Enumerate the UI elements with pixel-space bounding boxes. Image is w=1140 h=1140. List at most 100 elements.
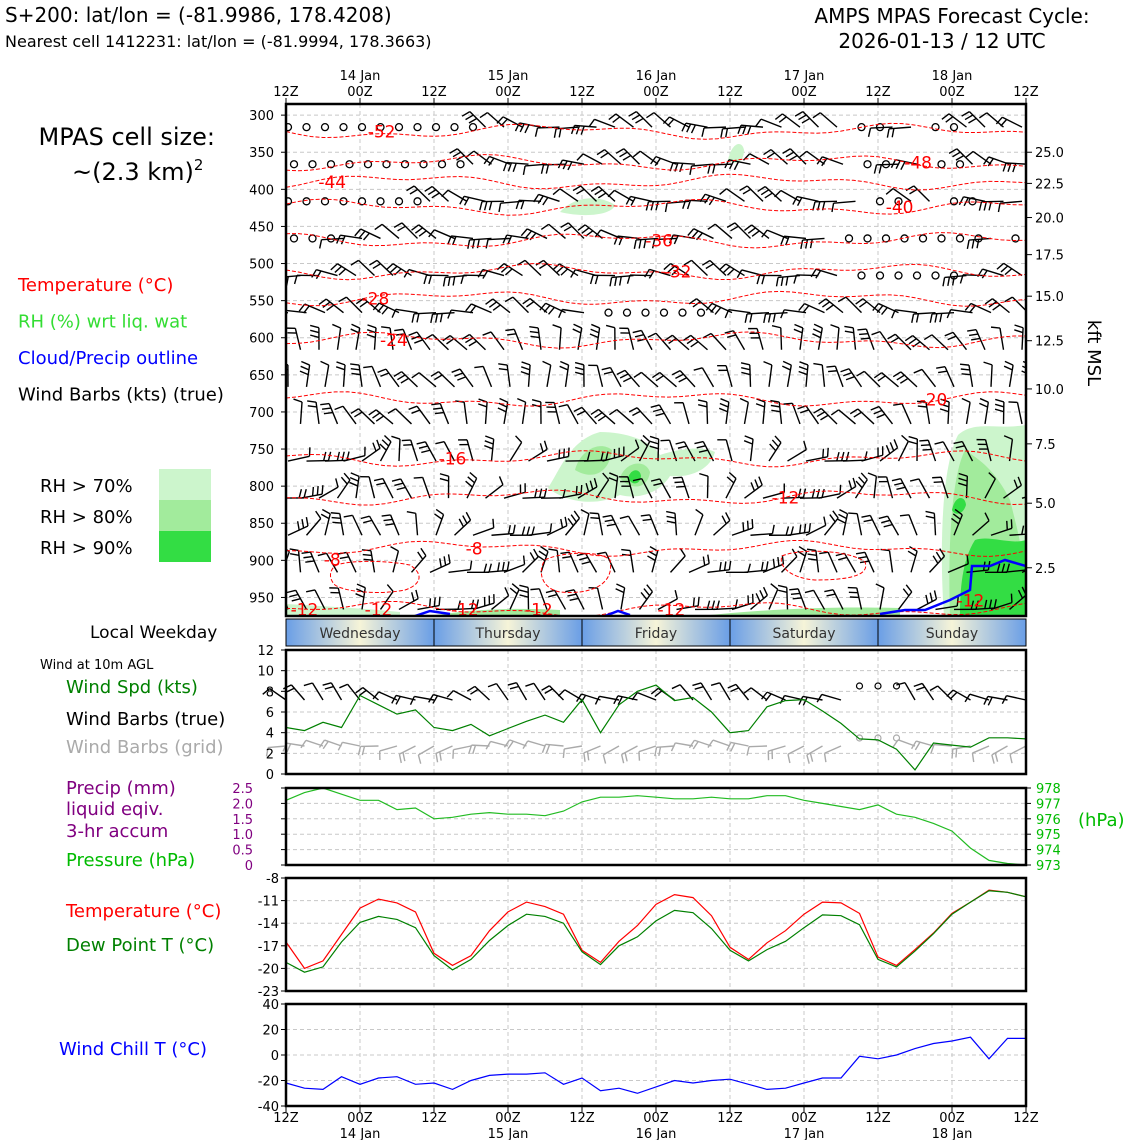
wind-barb bbox=[502, 234, 508, 244]
wind-barb bbox=[726, 268, 735, 276]
axis-tick-label: 20 bbox=[262, 1024, 279, 1039]
wind-barb bbox=[390, 546, 399, 552]
wind-barb bbox=[491, 532, 514, 536]
wind-barb bbox=[682, 334, 692, 342]
wind-barb bbox=[636, 237, 659, 241]
wind-barb bbox=[655, 201, 659, 211]
wind-barb bbox=[683, 259, 692, 266]
wind-barb bbox=[747, 125, 752, 135]
wind-barb bbox=[543, 304, 551, 313]
wind-barb bbox=[778, 589, 788, 593]
wind-barb bbox=[825, 304, 834, 311]
wind-barb bbox=[726, 334, 737, 338]
wind-barb bbox=[876, 305, 884, 313]
wind-barb bbox=[562, 555, 572, 559]
wind-barb bbox=[707, 223, 716, 230]
wind-barb bbox=[872, 303, 879, 311]
wind-barb bbox=[507, 524, 511, 535]
kft-axis-label: kft MSL bbox=[1083, 320, 1104, 386]
wind-barb bbox=[825, 298, 844, 314]
wind-barb bbox=[816, 411, 826, 418]
cross-section-frame bbox=[284, 102, 1028, 618]
wind-barb bbox=[562, 160, 568, 170]
bottom-date-label: 16 Jan bbox=[636, 1127, 677, 1140]
wind-barb bbox=[432, 334, 449, 351]
wind-barb bbox=[416, 441, 426, 445]
wind-barb bbox=[939, 313, 943, 323]
wind-barb bbox=[947, 401, 950, 424]
wind-barb bbox=[300, 365, 310, 371]
wind-barb bbox=[490, 439, 495, 462]
wind-barb-true bbox=[761, 691, 768, 700]
wind-barb bbox=[800, 409, 809, 414]
wind-barb bbox=[521, 526, 526, 536]
wind-barb-grid bbox=[586, 751, 590, 761]
wind-barb bbox=[411, 224, 420, 231]
wind-barb bbox=[755, 118, 762, 127]
wind-barb bbox=[485, 569, 508, 574]
isotherm-label: -8 bbox=[466, 539, 483, 559]
wind-barb bbox=[619, 373, 629, 379]
wind-barb bbox=[701, 127, 705, 137]
wind-barb bbox=[939, 548, 946, 557]
wind-barb bbox=[408, 268, 431, 277]
wind-barb bbox=[272, 589, 281, 590]
calm-circle bbox=[696, 308, 706, 317]
wind-barb bbox=[963, 196, 986, 203]
wind-legend-entry: Wind Barbs (true) bbox=[66, 709, 225, 730]
wind-barb bbox=[583, 513, 590, 536]
wind-barb bbox=[465, 303, 472, 312]
wind-barb bbox=[927, 440, 937, 462]
bottom-tick-label: 00Z bbox=[495, 1111, 521, 1126]
axis-tick-label: -23 bbox=[258, 985, 279, 1000]
wind-barb bbox=[539, 443, 544, 453]
temp-legend-entry: Dew Point T (°C) bbox=[66, 935, 214, 956]
wind-barb bbox=[311, 486, 315, 496]
wind-barb-true bbox=[515, 682, 528, 701]
wind-barb bbox=[798, 370, 808, 376]
wind-barb bbox=[815, 270, 822, 279]
wind-barb bbox=[768, 364, 773, 387]
wind-barb bbox=[983, 361, 993, 366]
wind-barb bbox=[472, 527, 494, 536]
axis-tick-label: 976 bbox=[1036, 813, 1061, 828]
wind-barb bbox=[845, 451, 850, 461]
wind-barb bbox=[768, 588, 779, 610]
wind-barb bbox=[262, 275, 264, 284]
wind-barb bbox=[925, 594, 929, 604]
wind-barb bbox=[596, 365, 604, 388]
wind-barb bbox=[343, 472, 351, 481]
wind-barb bbox=[647, 555, 656, 562]
wind-barb bbox=[632, 329, 642, 334]
bottom-tick-label: 00Z bbox=[643, 1111, 669, 1126]
wind-barb bbox=[477, 269, 484, 278]
wind-barb bbox=[915, 313, 920, 323]
wind-barb bbox=[632, 477, 642, 482]
calm-circle bbox=[622, 308, 632, 317]
wind-barb-grid bbox=[748, 745, 768, 748]
wind-barb-grid bbox=[694, 739, 712, 747]
wind-barb bbox=[742, 188, 752, 195]
wind-barb bbox=[416, 313, 420, 323]
wind-barb bbox=[948, 148, 958, 154]
isotherm bbox=[286, 450, 1026, 468]
wind-barb bbox=[512, 524, 516, 534]
wind-barb bbox=[363, 232, 370, 241]
wind-barb-grid bbox=[602, 754, 607, 764]
wind-barb bbox=[881, 519, 891, 524]
isotherm bbox=[286, 154, 1026, 172]
wind-barb bbox=[676, 485, 686, 488]
isotherm-label: -24 bbox=[380, 331, 408, 351]
wind-barb bbox=[533, 548, 539, 558]
wind-barb bbox=[744, 484, 763, 499]
calm-circle bbox=[912, 271, 922, 280]
wind-barb bbox=[374, 223, 383, 231]
isotherm bbox=[286, 489, 1026, 506]
calm-circle bbox=[357, 197, 367, 206]
wind-barb bbox=[878, 515, 888, 520]
wind-barb bbox=[728, 560, 732, 570]
wind-barb bbox=[368, 476, 376, 499]
calm-circle bbox=[339, 122, 348, 132]
wind-barb bbox=[600, 152, 609, 159]
bottom-tick-label: 00Z bbox=[791, 1111, 817, 1126]
